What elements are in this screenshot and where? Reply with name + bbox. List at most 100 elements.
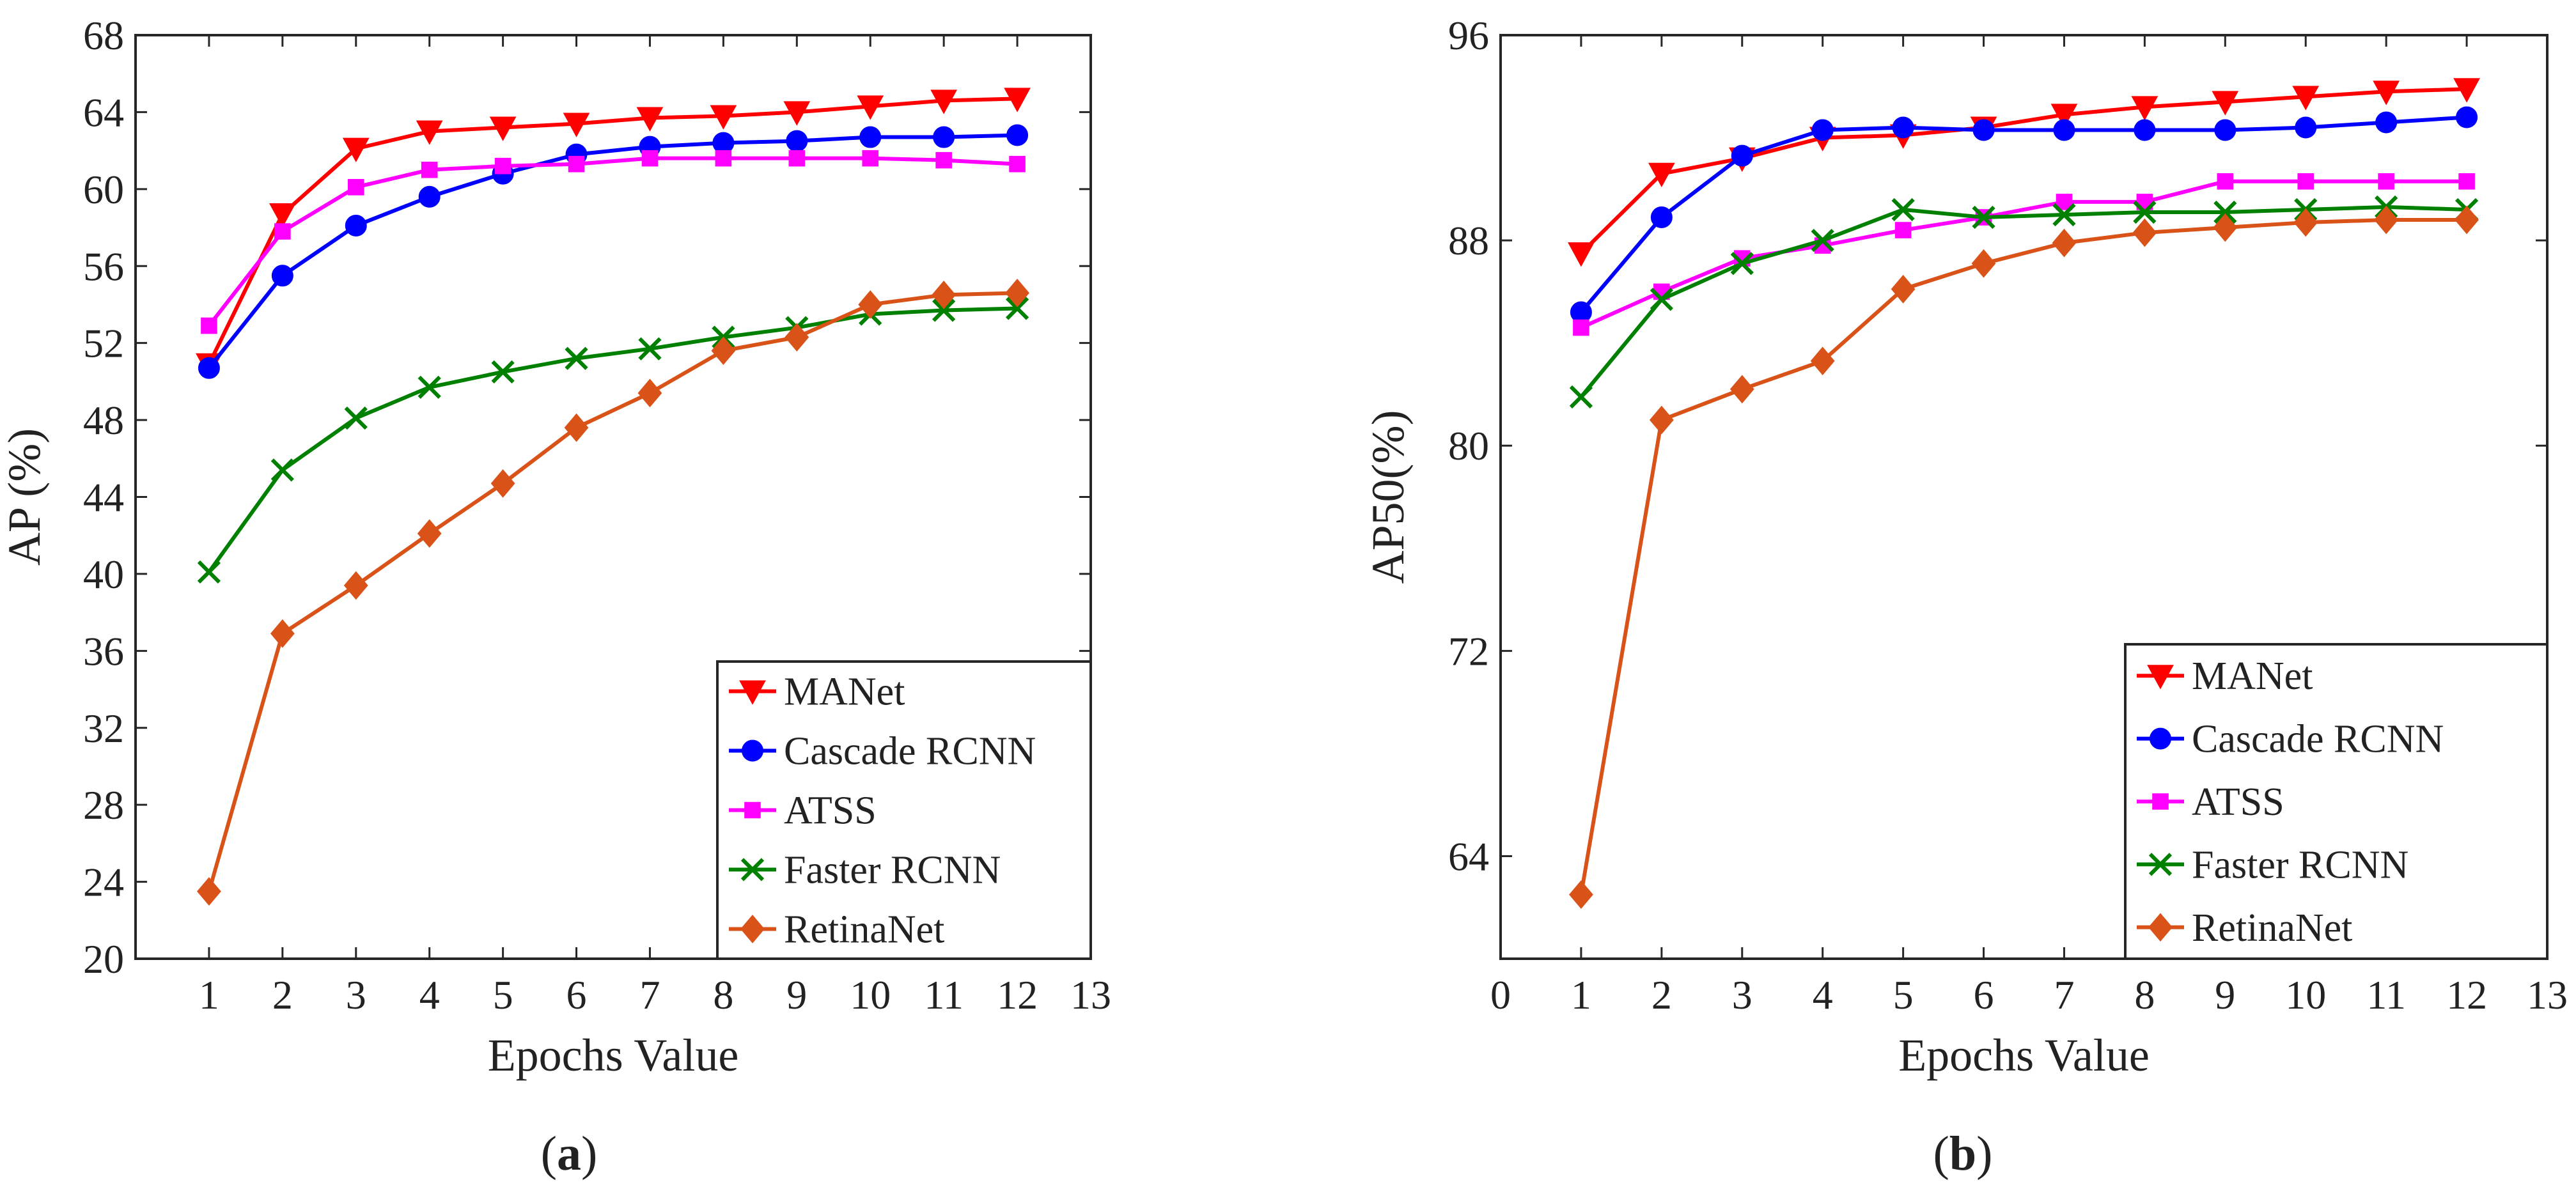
caption-open: ( [1933,1127,1949,1181]
y-tick-label: 52 [83,321,124,366]
data-point [565,346,588,370]
data-point [1573,319,1589,336]
y-tick-label: 96 [1448,13,1489,58]
x-tick-label: 8 [713,972,733,1018]
data-point [1730,252,1754,275]
data-point [274,223,291,240]
data-point [491,360,515,383]
y-tick-label: 60 [83,167,124,212]
x-tick-label: 11 [924,972,964,1018]
series-line [207,156,1018,327]
data-point [2375,111,2398,134]
series-line [1579,205,2467,398]
legend-marker [739,680,766,705]
series-manet [196,88,1031,378]
x-tick-label: 13 [2527,972,2568,1018]
legend-label: MANet [2192,654,2313,698]
data-point [1811,119,1834,141]
x-axis-label: Epochs Value [488,1030,739,1081]
series-retinanet [197,279,1029,906]
data-point [270,458,294,482]
y-axis-label: AP (%) [0,428,50,566]
plot-area-b [1499,34,2549,960]
y-tick-label: 64 [83,89,124,135]
legend-a: MANet Cascade RCNN ATSS Faster RCNN RetinaNe… [716,660,1092,960]
legend-label: Cascade RCNN [2192,718,2444,761]
data-point [344,406,368,430]
data-point [343,571,368,600]
legend-label: ATSS [784,789,877,833]
data-point [785,323,809,352]
x-tick-label: 11 [2366,972,2406,1018]
x-tick-label: 1 [199,972,219,1018]
x-tick-label: 10 [850,972,891,1018]
legend-marker [2148,853,2173,876]
data-point [1891,275,1916,304]
data-point [2052,203,2076,227]
data-point [2378,173,2394,190]
x-tick-label: 10 [2285,972,2326,1018]
legend-entry: Cascade RCNN [729,730,1036,773]
x-tick-label: 7 [2054,972,2074,1018]
legend-marker [2150,727,2171,750]
legend-b: MANet Cascade RCNN ATSS Faster RCNN RetinaNe… [2124,643,2549,960]
x-tick-label: 4 [419,972,440,1018]
data-point [2455,205,2479,235]
data-point [2453,78,2480,103]
data-point [783,101,811,126]
series-line [1580,179,2467,330]
data-point [637,378,662,408]
data-point [1971,249,1996,278]
data-point [932,298,956,322]
data-point [1568,242,1595,267]
x-tick-label: 6 [566,972,587,1018]
data-point [197,560,221,584]
data-point [2374,205,2399,235]
data-point [2131,96,2158,121]
legend-marker [742,740,763,762]
data-point [2373,81,2400,105]
data-point [2292,86,2320,111]
data-point [2052,228,2077,258]
x-tick-label: 1 [1571,972,1591,1018]
legend-entry: MANet [2137,654,2313,698]
data-point [2295,116,2317,139]
series-cascade-rcnn [1570,106,2478,323]
data-point [1972,119,1995,141]
data-point [1009,155,1026,173]
data-point [935,151,952,169]
x-tick-label: 2 [272,972,293,1018]
data-point [1731,144,1753,167]
data-point [858,290,883,319]
y-tick-label: 20 [83,936,124,982]
data-point [933,126,955,148]
series-line [207,306,1018,573]
chart-panel-a: 1 2 3 4 5 6 7 8 9 10 11 12 1320242832364044485256606… [0,13,1111,1181]
data-point [2132,218,2157,247]
data-point [568,155,585,173]
legend-entry: RetinaNet [729,908,944,952]
legend-entry: RetinaNet [2137,906,2352,950]
data-point [564,413,589,442]
legend-entry: MANet [729,670,905,714]
data-point [2213,213,2238,242]
legend-label: RetinaNet [784,908,944,952]
legend-marker [740,858,765,881]
data-point [641,150,659,167]
caption-close: ) [1976,1127,1992,1181]
data-point [489,116,517,141]
data-point [788,150,806,167]
y-tick-label: 88 [1448,218,1489,263]
caption-open: ( [541,1127,557,1181]
data-point [1811,228,1834,252]
data-point [1569,385,1593,409]
data-point [1810,346,1835,376]
legend-entry: Faster RCNN [2137,843,2408,887]
legend-marker [2148,913,2173,942]
data-point [2456,106,2478,128]
y-tick-label: 80 [1448,423,1489,469]
series-line [207,97,1018,366]
data-point [857,95,884,120]
data-point [1729,375,1754,404]
